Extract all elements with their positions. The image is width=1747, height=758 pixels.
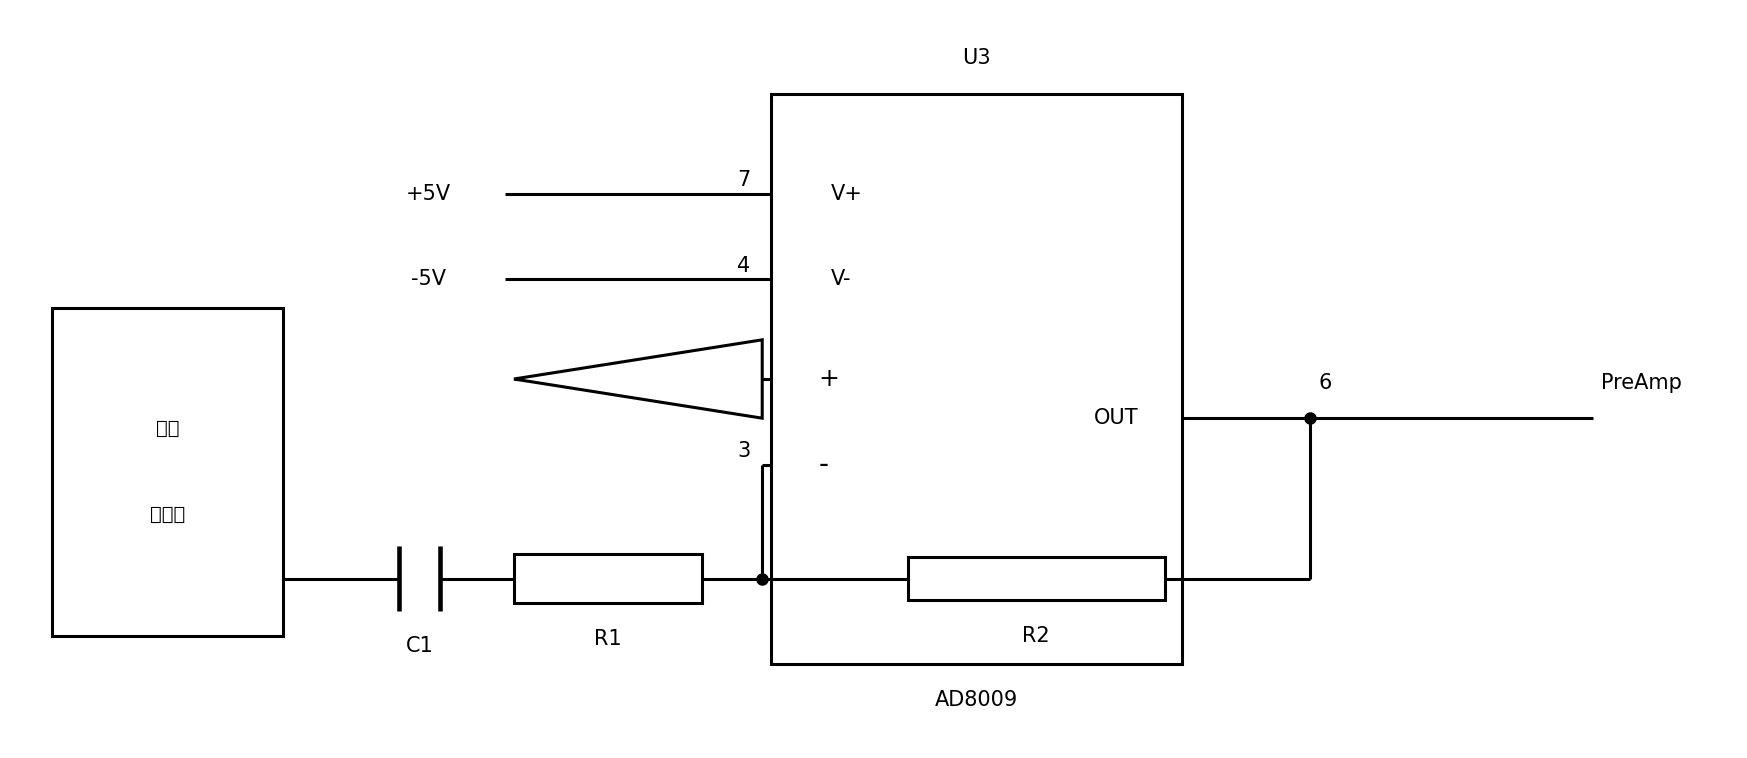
Bar (52, 308, 283, 635)
Text: PreAmp: PreAmp (1600, 373, 1682, 393)
Text: -: - (819, 450, 828, 478)
Text: 3: 3 (737, 441, 749, 461)
Text: 7: 7 (737, 171, 749, 190)
Text: 2: 2 (737, 356, 749, 375)
Bar (908, 557, 1165, 600)
Text: 6: 6 (1319, 373, 1331, 393)
Text: -5V: -5V (411, 269, 445, 290)
Text: 探测器: 探测器 (150, 505, 185, 524)
Text: 光电: 光电 (155, 419, 178, 438)
Text: R2: R2 (1022, 625, 1050, 646)
Text: 4: 4 (737, 255, 749, 276)
Text: V+: V+ (830, 183, 863, 204)
Text: +5V: +5V (405, 183, 451, 204)
Text: +: + (819, 367, 840, 391)
Text: R1: R1 (594, 629, 622, 649)
Text: OUT: OUT (1094, 409, 1139, 428)
Text: U3: U3 (963, 49, 991, 68)
Text: V-: V- (830, 269, 851, 290)
Text: AD8009: AD8009 (935, 690, 1019, 709)
Bar (514, 553, 702, 603)
Bar (770, 94, 1181, 664)
Polygon shape (514, 340, 762, 418)
Text: C1: C1 (405, 636, 433, 656)
